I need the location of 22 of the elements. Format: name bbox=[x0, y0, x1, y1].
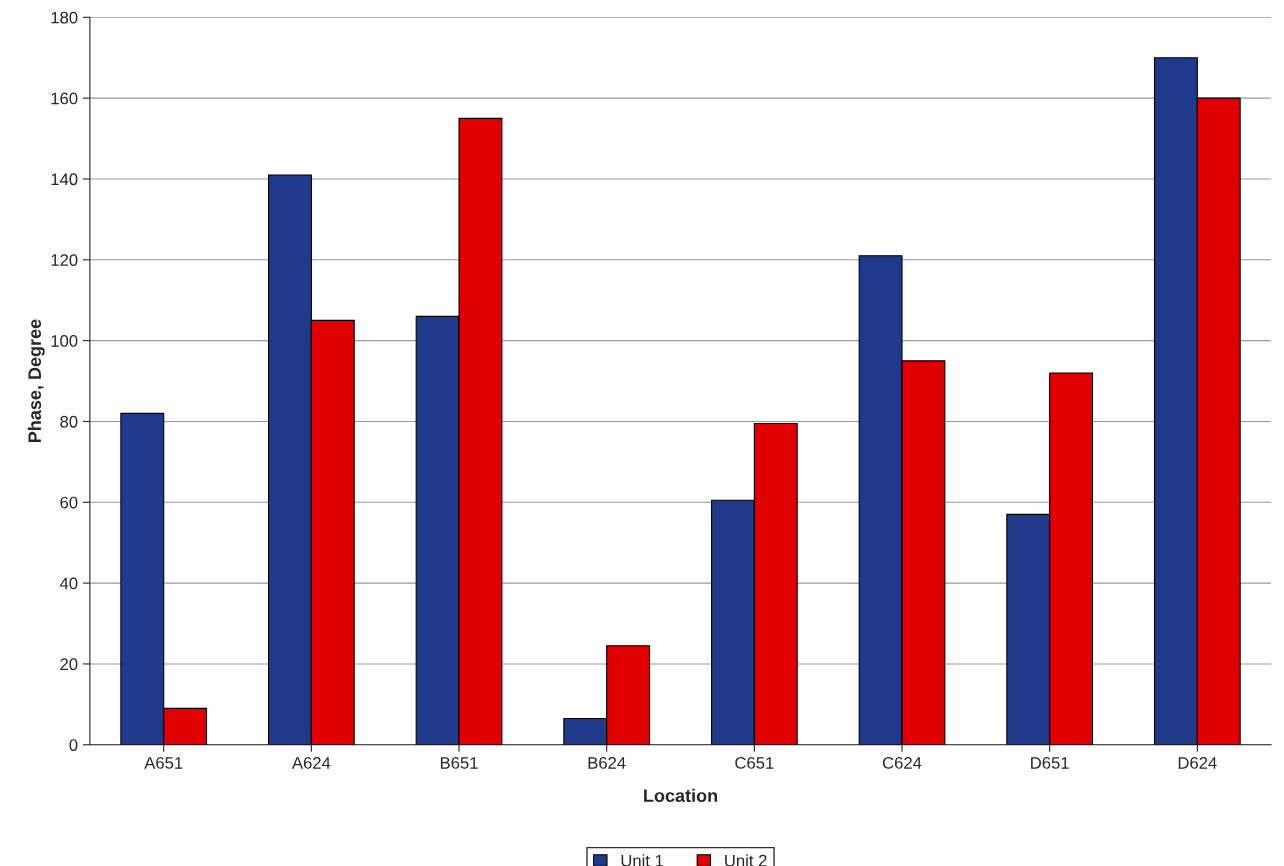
x-axis-title: Location bbox=[644, 788, 718, 803]
y-tick-label: 40 bbox=[59, 577, 78, 590]
x-tick-label: C624 bbox=[882, 757, 922, 769]
y-tick-label: 140 bbox=[51, 173, 78, 186]
y-tick-label: 120 bbox=[51, 254, 78, 266]
y-tick-label: 20 bbox=[60, 658, 78, 671]
x-tick-label: D624 bbox=[1178, 757, 1217, 769]
x-tick-label: A651 bbox=[144, 757, 183, 769]
legend-label: Unit 2 bbox=[725, 854, 767, 866]
y-axis-title: Phase, Degree bbox=[27, 319, 45, 443]
y-tick-label: 60 bbox=[60, 496, 78, 509]
x-tick-label: D651 bbox=[1031, 757, 1069, 769]
y-tick-label: 0 bbox=[69, 739, 78, 751]
x-tick-label: B624 bbox=[588, 757, 626, 769]
x-tick-label: B651 bbox=[440, 757, 478, 769]
legend-label: Unit 1 bbox=[621, 854, 664, 866]
x-tick-label: C651 bbox=[735, 757, 774, 769]
y-tick-label: 180 bbox=[51, 11, 78, 24]
y-tick-label: 160 bbox=[51, 92, 78, 105]
x-tick-label: A624 bbox=[291, 757, 331, 769]
y-tick-label: 100 bbox=[51, 335, 78, 347]
y-tick-label: 80 bbox=[60, 415, 78, 428]
